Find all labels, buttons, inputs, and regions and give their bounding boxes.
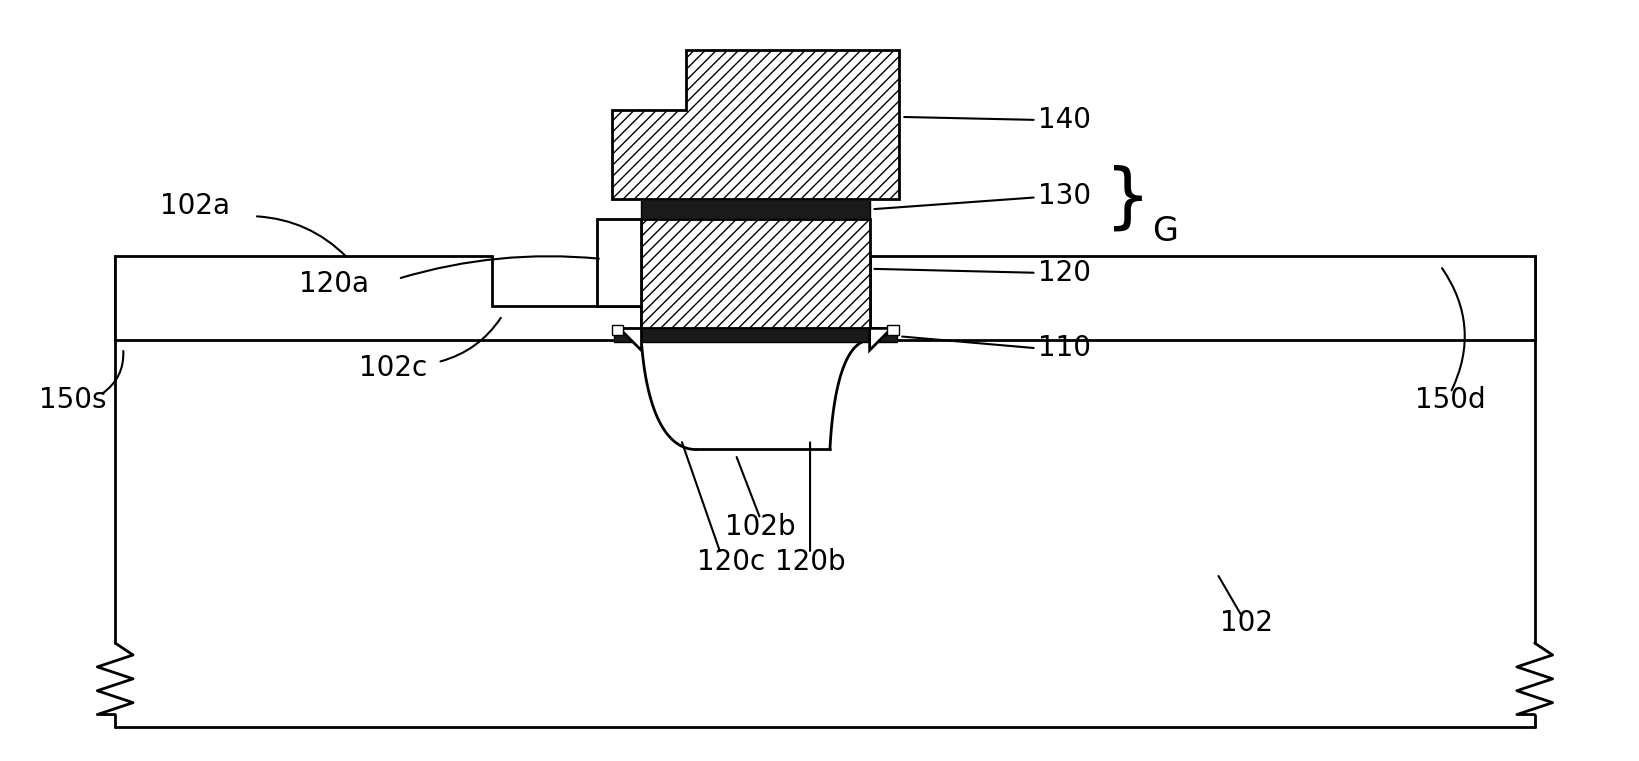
Bar: [870, 256, 1534, 340]
Text: G: G: [1152, 215, 1178, 247]
Text: 150d: 150d: [1414, 386, 1485, 414]
Polygon shape: [620, 329, 641, 350]
Polygon shape: [115, 256, 641, 340]
Polygon shape: [870, 329, 892, 350]
Polygon shape: [611, 50, 900, 199]
Text: 102: 102: [1221, 610, 1274, 637]
Bar: [887, 326, 900, 336]
Text: 102b: 102b: [724, 513, 797, 541]
Text: 120a: 120a: [298, 269, 369, 298]
Bar: [597, 219, 641, 306]
Text: 120b: 120b: [775, 548, 846, 575]
Text: 120c: 120c: [697, 548, 765, 575]
Bar: [613, 329, 898, 342]
Text: 120: 120: [1039, 259, 1092, 287]
Text: }: }: [1105, 164, 1151, 234]
Bar: [611, 326, 623, 336]
Text: 130: 130: [1039, 183, 1092, 210]
Text: 150s: 150s: [39, 386, 107, 414]
Text: 140: 140: [1039, 106, 1092, 134]
Text: 102a: 102a: [159, 193, 229, 220]
Bar: [641, 199, 870, 219]
Polygon shape: [115, 340, 1534, 728]
Text: 110: 110: [1039, 334, 1092, 362]
Bar: [641, 219, 870, 329]
Text: 102c: 102c: [359, 354, 428, 382]
